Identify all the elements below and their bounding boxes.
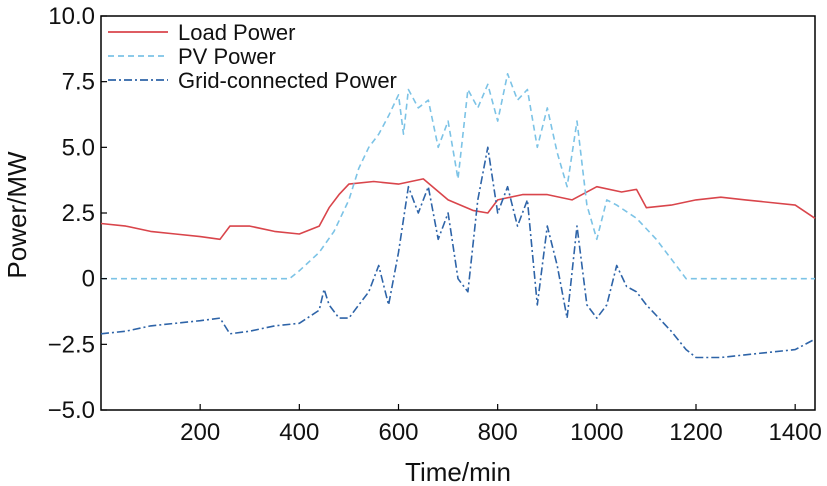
y-axis-ticks: −5.0 −2.5 0 2.5 5.0 7.5 10.0 [48, 3, 107, 424]
x-axis-ticks: 200 400 600 800 1000 1200 1400 [180, 404, 822, 446]
x-tick-label: 800 [478, 419, 518, 446]
x-tick-label: 1200 [669, 419, 722, 446]
y-tick-label: 2.5 [62, 200, 95, 227]
series-line-3 [100, 146, 816, 359]
legend-label-2: PV Power [178, 44, 276, 69]
legend-label-1: Load Power [178, 20, 295, 45]
x-tick-label: 600 [378, 419, 418, 446]
x-axis-label: Time/min [405, 457, 511, 486]
y-axis-label: Power/MW [2, 151, 32, 279]
series-line-2 [101, 73, 815, 280]
x-tick-label: 400 [279, 419, 319, 446]
y-tick-label: 0 [82, 266, 95, 293]
series-line-1 [100, 178, 816, 241]
y-tick-label: 5.0 [62, 134, 95, 161]
y-tick-label: −2.5 [48, 331, 95, 358]
y-tick-label: 10.0 [48, 3, 95, 30]
legend-label-3: Grid-connected Power [178, 68, 397, 93]
y-tick-label: −5.0 [48, 397, 95, 424]
x-tick-label: 1000 [570, 419, 623, 446]
series-layer [100, 73, 816, 359]
x-tick-label: 200 [180, 419, 220, 446]
y-tick-label: 7.5 [62, 69, 95, 96]
x-tick-label: 1400 [768, 419, 821, 446]
